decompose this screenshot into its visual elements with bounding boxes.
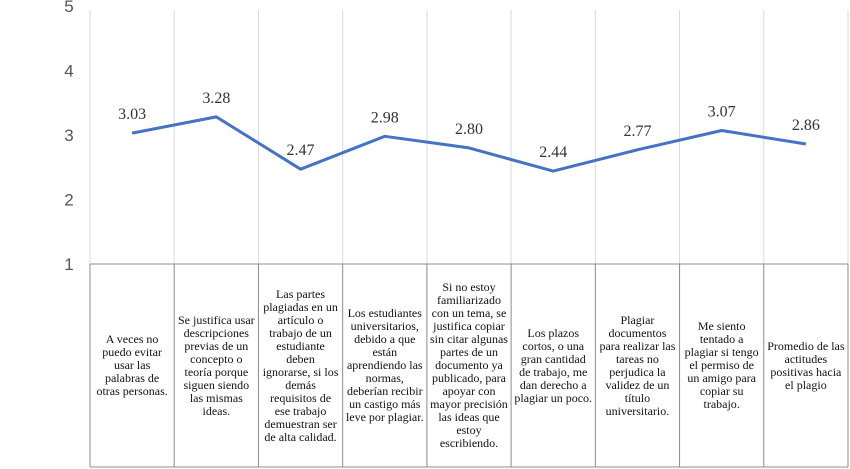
y-tick-label: 5 <box>64 0 73 16</box>
y-axis: 1 2 3 4 5 <box>64 0 73 274</box>
y-tick-label: 2 <box>64 191 73 210</box>
data-labels: 3.03 3.28 2.47 2.98 2.80 2.44 2.77 3.07 2.86 <box>118 90 820 161</box>
category-label: Los plazos cortos, o una gran cantidad d… <box>514 325 593 405</box>
data-label: 2.44 <box>539 144 567 161</box>
category-label: Promedio de las actitudes positivas haci… <box>767 338 845 392</box>
data-label: 2.77 <box>623 123 651 140</box>
data-label: 2.80 <box>455 121 483 138</box>
category-label: Se justifica usar descripciones previas … <box>178 312 255 418</box>
data-label: 3.03 <box>118 106 146 123</box>
y-tick-label: 1 <box>64 255 73 274</box>
category-label: Plagiar documentos para realizar las tar… <box>599 312 676 418</box>
data-label: 2.47 <box>287 142 315 159</box>
series-line <box>131 115 807 173</box>
data-label: 2.98 <box>371 109 399 126</box>
category-label: Si no estoy familiarizado con un tema, s… <box>429 280 508 450</box>
data-label: 3.28 <box>202 90 230 107</box>
category-label: Las partes plagiadas en un artículo o tr… <box>262 286 339 444</box>
y-tick-label: 4 <box>64 62 73 81</box>
data-label: 3.07 <box>708 103 736 120</box>
category-table-borders <box>89 263 849 468</box>
y-tick-label: 3 <box>64 126 73 145</box>
category-label: Los estudiantes universitarios, debido a… <box>345 306 424 424</box>
category-label: Me siento tentado a plagiar si tengo el … <box>684 319 759 411</box>
category-label: A veces no puedo evitar usar las palabra… <box>96 332 168 398</box>
data-label: 2.86 <box>792 117 820 134</box>
